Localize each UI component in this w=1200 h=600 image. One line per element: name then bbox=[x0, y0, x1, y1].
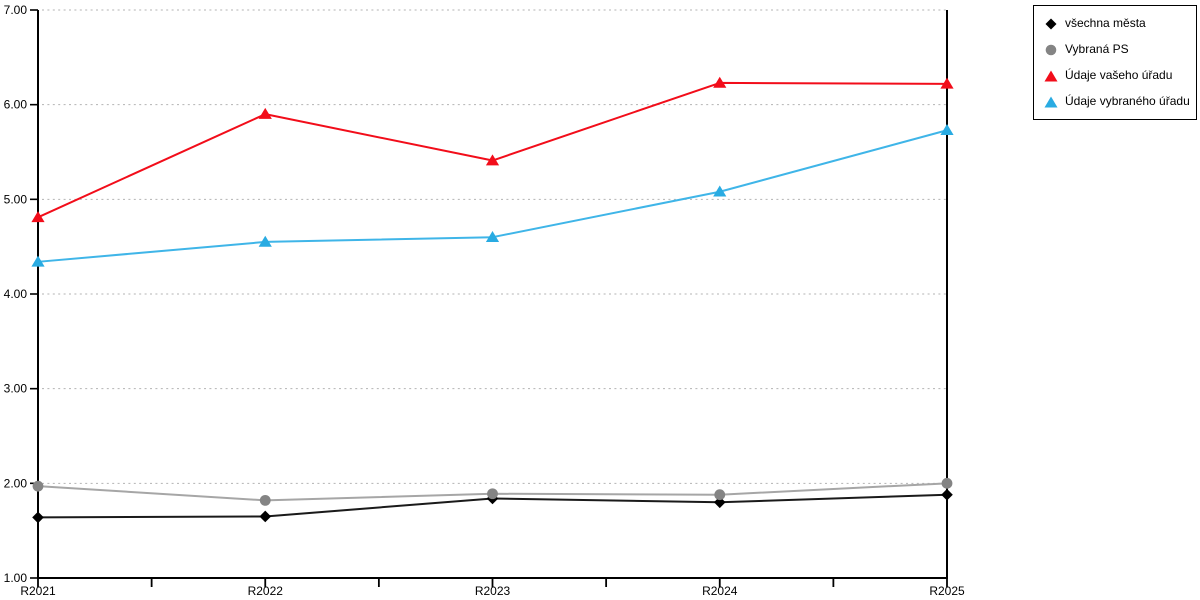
series-triangle bbox=[31, 76, 954, 223]
data-point-marker bbox=[259, 510, 272, 523]
series-line bbox=[37, 81, 948, 219]
x-tick-label: R2022 bbox=[248, 584, 284, 598]
data-point-marker bbox=[31, 255, 45, 267]
y-tick-label: 2.00 bbox=[4, 476, 28, 490]
series-line bbox=[37, 129, 948, 263]
series-triangle bbox=[31, 124, 954, 267]
data-point-marker bbox=[258, 107, 272, 119]
y-tick-label: 3.00 bbox=[4, 382, 28, 396]
legend-label: všechna města bbox=[1065, 16, 1146, 30]
legend-item: Vybraná PS bbox=[1043, 42, 1190, 57]
diamond-marker-icon bbox=[1045, 18, 1057, 29]
data-point-marker bbox=[714, 489, 726, 501]
data-point-marker bbox=[485, 154, 500, 166]
data-point-marker bbox=[713, 496, 726, 509]
y-tick-label: 4.00 bbox=[4, 287, 28, 301]
legend-item: Údaje vybraného úřadu bbox=[1043, 94, 1190, 109]
series-circle bbox=[32, 477, 953, 506]
data-point-marker bbox=[31, 211, 45, 223]
data-point-marker bbox=[713, 76, 727, 88]
data-point-marker bbox=[941, 477, 953, 489]
x-tick-label: R2023 bbox=[475, 584, 511, 598]
triangle-marker-icon bbox=[1044, 70, 1058, 81]
data-point-marker bbox=[487, 488, 498, 500]
legend-item: Údaje vašeho úřadu bbox=[1043, 68, 1190, 83]
x-tick-label: R2025 bbox=[929, 584, 965, 598]
y-tick-label: 6.00 bbox=[4, 98, 28, 112]
data-point-marker bbox=[259, 494, 271, 506]
data-point-marker bbox=[713, 185, 727, 197]
legend-label: Vybraná PS bbox=[1065, 42, 1129, 56]
data-point-marker bbox=[940, 124, 954, 136]
y-tick-label: 5.00 bbox=[4, 192, 28, 206]
x-tick-label: R2024 bbox=[702, 584, 738, 598]
legend-item: všechna města bbox=[1043, 16, 1190, 31]
legend-label: Údaje vašeho úřadu bbox=[1065, 68, 1173, 82]
legend: všechna města Vybraná PS Údaje vašeho úř… bbox=[1033, 5, 1197, 120]
circle-marker-icon bbox=[1045, 44, 1057, 55]
data-point-marker bbox=[32, 511, 44, 524]
data-point-marker bbox=[32, 480, 44, 492]
y-tick-label: 1.00 bbox=[4, 571, 28, 585]
data-point-marker bbox=[485, 231, 500, 242]
data-point-marker bbox=[258, 235, 272, 247]
y-tick-label: 7.00 bbox=[4, 3, 28, 17]
triangle-marker-icon bbox=[1044, 96, 1058, 107]
data-point-marker bbox=[941, 488, 953, 501]
x-tick-label: R2021 bbox=[20, 584, 56, 598]
legend-label: Údaje vybraného úřadu bbox=[1065, 94, 1190, 108]
data-point-marker bbox=[940, 77, 954, 89]
